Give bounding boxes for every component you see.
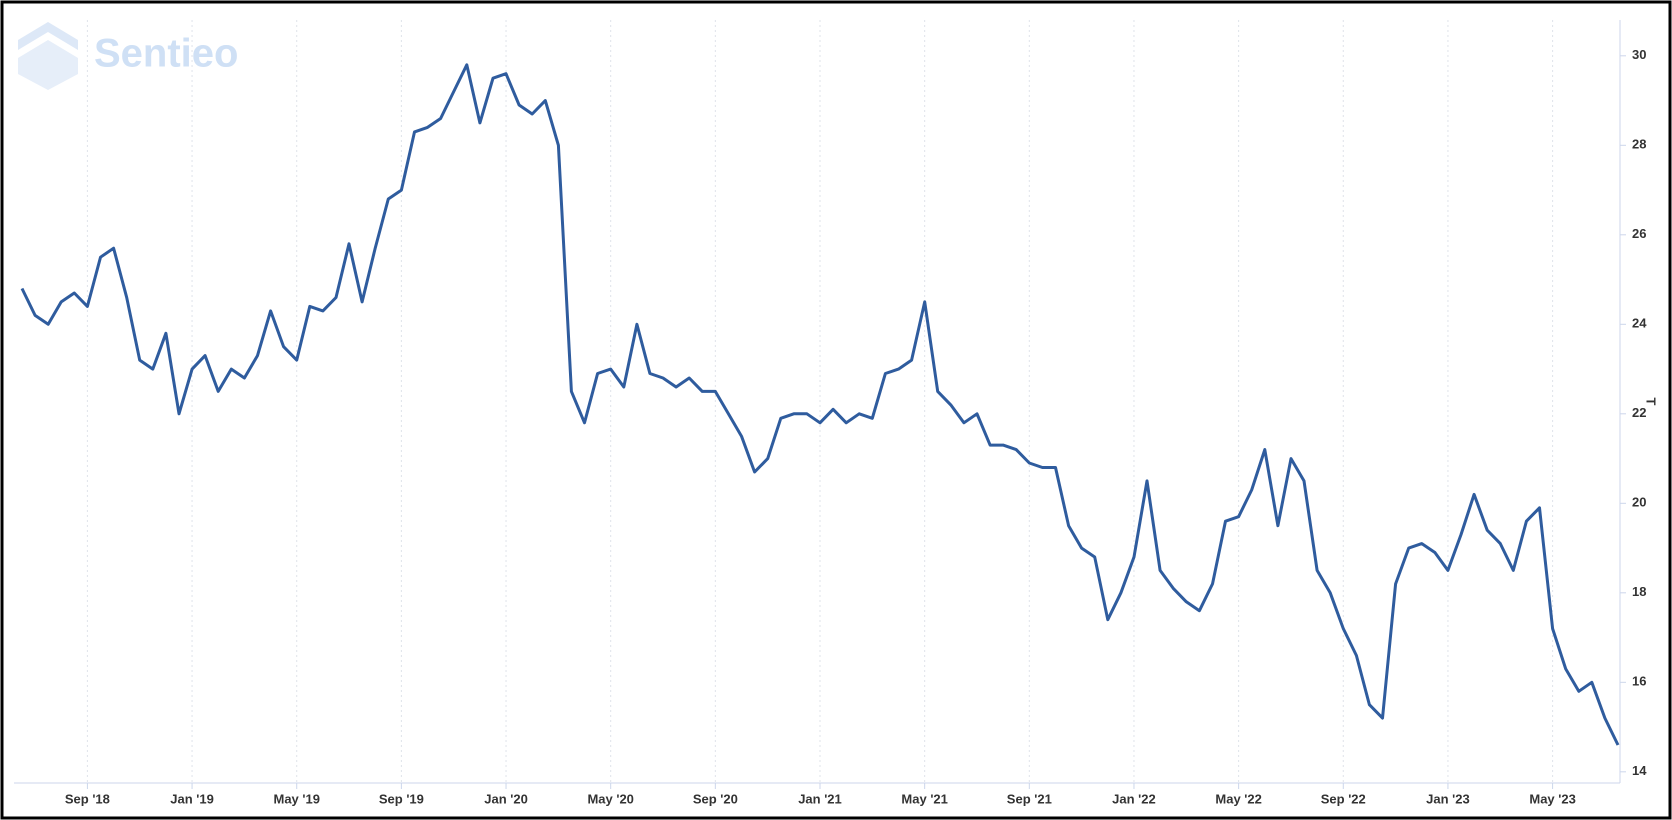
x-tick-label: Sep '19 xyxy=(379,791,424,806)
y-tick-label: 28 xyxy=(1632,137,1646,152)
y-tick-label: 20 xyxy=(1632,495,1646,510)
x-tick-label: Sep '22 xyxy=(1321,791,1366,806)
x-tick-label: Jan '23 xyxy=(1426,791,1470,806)
y-tick-label: 22 xyxy=(1632,405,1646,420)
y-tick-label: 30 xyxy=(1632,47,1646,62)
x-tick-label: Sep '21 xyxy=(1007,791,1052,806)
y-tick-label: 26 xyxy=(1632,226,1646,241)
x-tick-label: Jan '22 xyxy=(1112,791,1156,806)
x-tick-label: Sep '20 xyxy=(693,791,738,806)
y-axis-label: T xyxy=(1644,398,1659,406)
x-tick-label: May '22 xyxy=(1215,791,1261,806)
x-tick-label: May '23 xyxy=(1529,791,1575,806)
price-line xyxy=(20,63,1620,746)
x-tick-label: May '20 xyxy=(587,791,633,806)
x-tick-label: Jan '19 xyxy=(170,791,214,806)
watermark: Sentieo xyxy=(94,32,238,76)
x-tick-label: Sep '18 xyxy=(65,791,110,806)
x-tick-label: May '21 xyxy=(901,791,947,806)
x-tick-label: May '19 xyxy=(273,791,319,806)
y-tick-label: 24 xyxy=(1632,316,1647,331)
logo xyxy=(18,22,78,90)
y-tick-label: 14 xyxy=(1632,763,1647,778)
x-tick-label: Jan '20 xyxy=(484,791,528,806)
y-tick-label: 18 xyxy=(1632,584,1646,599)
y-tick-label: 16 xyxy=(1632,674,1646,689)
x-tick-label: Jan '21 xyxy=(798,791,842,806)
